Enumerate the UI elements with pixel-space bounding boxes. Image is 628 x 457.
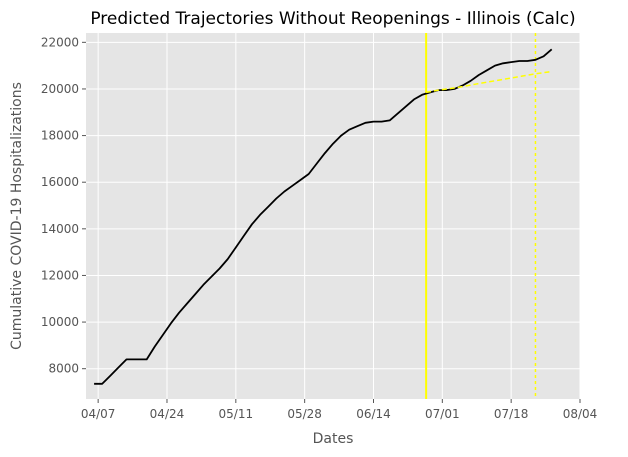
x-tick-label: 06/14 bbox=[356, 407, 391, 421]
x-tick-label: 04/07 bbox=[81, 407, 116, 421]
y-tick-label: 12000 bbox=[41, 268, 79, 282]
x-tick-label: 05/11 bbox=[219, 407, 254, 421]
plot-background bbox=[86, 33, 580, 399]
x-tick-label: 05/28 bbox=[287, 407, 322, 421]
y-tick-label: 22000 bbox=[41, 35, 79, 49]
x-tick-label: 07/18 bbox=[494, 407, 529, 421]
series-lines bbox=[94, 48, 553, 385]
y-tick-label: 16000 bbox=[41, 175, 79, 189]
observed-series-line bbox=[94, 48, 553, 385]
x-axis-ticks: 04/07 04/24 05/11 05/28 06/14 07/01 07/18 08/04 bbox=[81, 399, 597, 421]
y-tick-label: 18000 bbox=[41, 129, 79, 143]
predicted-series-line bbox=[425, 70, 552, 94]
y-tick-label: 10000 bbox=[41, 315, 79, 329]
chart-title: Predicted Trajectories Without Reopening… bbox=[90, 9, 575, 29]
y-axis-ticks: 8000 10000 12000 14000 16000 18000 20000 22000 bbox=[41, 35, 86, 376]
y-tick-label: 14000 bbox=[41, 222, 79, 236]
x-tick-label: 08/04 bbox=[563, 407, 598, 421]
x-axis-label: Dates bbox=[313, 431, 354, 447]
grid-lines bbox=[86, 33, 581, 399]
x-tick-label: 04/24 bbox=[150, 407, 185, 421]
x-tick-label: 07/01 bbox=[425, 407, 460, 421]
y-tick-label: 20000 bbox=[41, 82, 79, 96]
y-axis-label: Cumulative COVID-19 Hospitalizations bbox=[9, 82, 25, 350]
y-tick-label: 8000 bbox=[48, 362, 79, 376]
